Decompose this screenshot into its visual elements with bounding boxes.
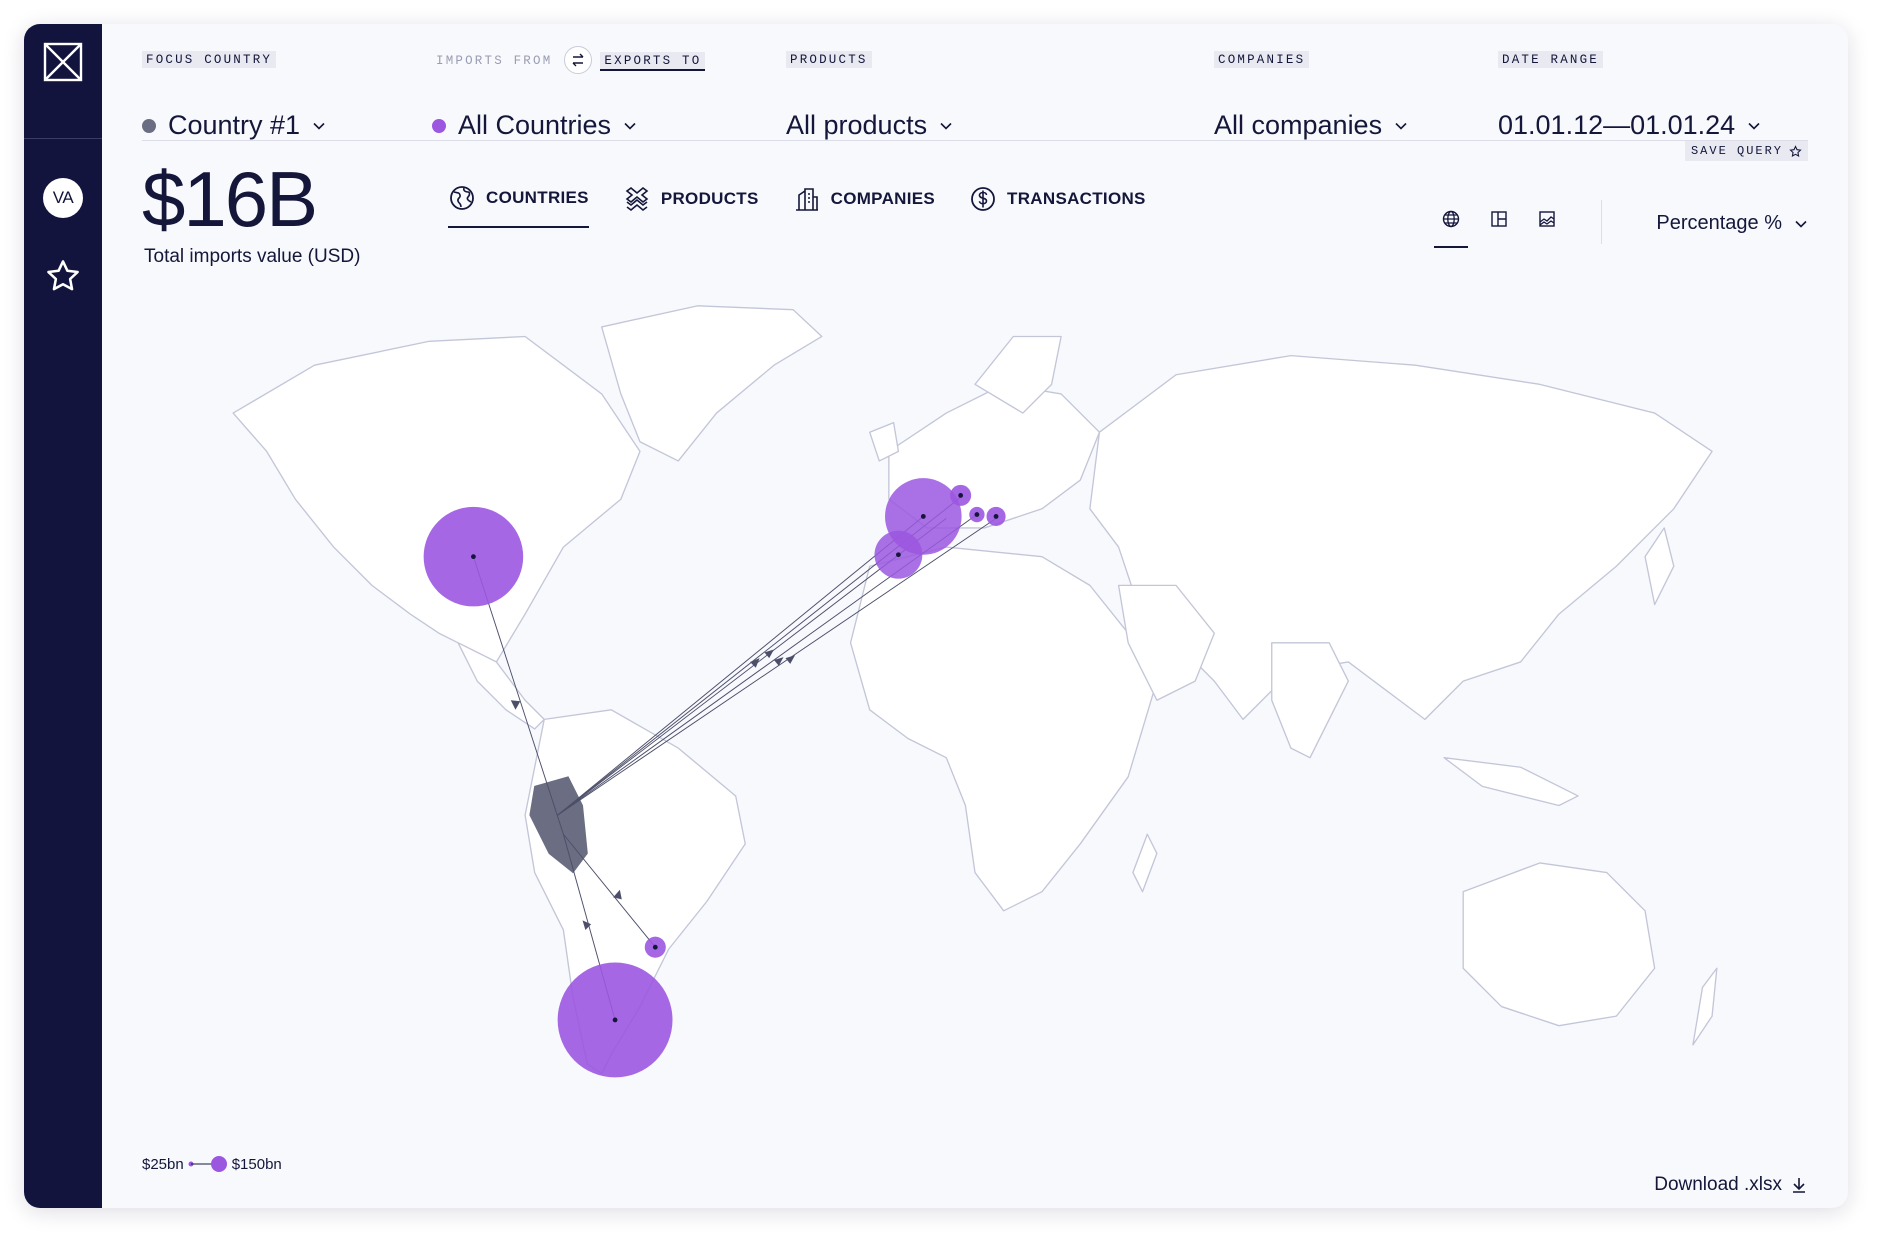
products-select[interactable]: All products [786, 110, 953, 141]
flow-arrow-2 [613, 889, 622, 900]
avatar[interactable]: VA [43, 178, 83, 218]
tab-countries[interactable]: COUNTRIES [448, 184, 589, 228]
flow-arrow-7 [785, 655, 796, 664]
direction-countries-select[interactable]: All Countries [432, 110, 637, 141]
chevron-down-icon [313, 122, 325, 130]
download-xlsx-button[interactable]: Download .xlsx [1654, 1174, 1808, 1196]
star-icon [1789, 144, 1802, 157]
exports-to-toggle[interactable]: EXPORTS TO [600, 52, 706, 72]
save-query-label: SAVE QUERY [1690, 144, 1783, 158]
header-divider [142, 140, 1808, 141]
map-india [1271, 642, 1349, 759]
globe-view-button[interactable] [1434, 208, 1468, 248]
focus-country-select[interactable]: Country #1 [142, 110, 326, 141]
map-greenland [601, 305, 823, 462]
chevron-down-icon [940, 122, 952, 130]
legend-min: $25bn [142, 1155, 184, 1173]
swap-arrows-icon [572, 53, 584, 67]
view-mode-buttons [1434, 208, 1564, 248]
app-window: VA FOCUS COUNTRY Country #1 IMPORTS FROM… [24, 24, 1848, 1208]
imports-from-toggle[interactable]: IMPORTS FROM [436, 54, 553, 69]
map-madagascar [1132, 833, 1158, 893]
focus-country-value: Country #1 [168, 110, 301, 140]
logo-icon[interactable] [43, 42, 83, 82]
focus-country-dot [142, 118, 156, 133]
download-icon [1793, 1178, 1805, 1193]
countries-dot [432, 118, 446, 133]
download-label: Download .xlsx [1654, 1174, 1782, 1195]
flow-arrow-5 [764, 649, 774, 659]
chevron-down-icon [1795, 220, 1807, 228]
globe-view-icon [1442, 210, 1460, 228]
save-query-button[interactable]: SAVE QUERY [1684, 141, 1808, 161]
focus-country-label: FOCUS COUNTRY [142, 51, 277, 68]
chevron-down-icon [1395, 122, 1407, 130]
building-icon [795, 188, 818, 211]
main-panel: FOCUS COUNTRY Country #1 IMPORTS FROM EXP… [102, 24, 1848, 1208]
total-value-label: Total imports value (USD) [144, 246, 361, 267]
tab-products-label: PRODUCTS [660, 189, 759, 208]
grid-view-button[interactable] [1482, 208, 1516, 248]
flow-arrow-3 [582, 920, 592, 930]
swap-direction-button[interactable] [564, 46, 593, 74]
map-scandinavia [974, 335, 1062, 414]
world-map [232, 305, 1718, 1078]
companies-label: COMPANIES [1214, 51, 1310, 68]
direction-countries-value: All Countries [458, 110, 612, 140]
view-tabs: COUNTRIES PRODUCTS COMPANIES TRANSACTION… [448, 184, 1146, 228]
tab-transactions[interactable]: TRANSACTIONS [969, 184, 1146, 228]
map-focus-country [529, 776, 588, 874]
products-value: All products [786, 110, 928, 140]
map-uk [869, 421, 900, 462]
legend-scale-icon [188, 1156, 227, 1172]
sidebar: VA [24, 24, 102, 1208]
metric-select[interactable]: Percentage % [1656, 212, 1808, 235]
flow-line-europe-1 [557, 516, 924, 816]
tab-transactions-label: TRANSACTIONS [1007, 189, 1146, 208]
products-filter: PRODUCTS All products [786, 50, 952, 140]
map-indonesia [1443, 757, 1579, 807]
dollar-icon [971, 187, 995, 211]
companies-select[interactable]: All companies [1214, 110, 1408, 141]
map-north-america [232, 335, 641, 663]
products-label: PRODUCTS [786, 51, 872, 68]
tab-products[interactable]: PRODUCTS [623, 184, 759, 228]
map-africa [849, 546, 1158, 912]
globe-icon [450, 186, 474, 210]
tab-companies-label: COMPANIES [830, 189, 936, 208]
focus-country-filter: FOCUS COUNTRY Country #1 [142, 50, 325, 140]
direction-filter: IMPORTS FROM EXPORTS TO All Countries [432, 46, 706, 140]
products-icon [625, 186, 649, 212]
chevron-down-icon [624, 122, 636, 130]
flow-arrow-1 [510, 700, 521, 710]
sidebar-divider [24, 138, 102, 139]
map-australia [1462, 862, 1656, 1027]
flow-line-south-east [563, 833, 656, 948]
flow-line-europe-5 [557, 517, 997, 816]
companies-value: All companies [1214, 110, 1383, 140]
date-range-label: DATE RANGE [1498, 51, 1604, 68]
map-japan [1644, 527, 1675, 606]
grid-view-icon [1491, 211, 1507, 227]
map-arabia [1117, 584, 1215, 701]
favorites-star-icon[interactable] [44, 257, 82, 295]
companies-filter: COMPANIES All companies [1214, 50, 1407, 140]
total-value: $16B [142, 155, 318, 243]
bubble-size-legend: $25bn $150bn [142, 1154, 282, 1174]
metric-select-value: Percentage % [1656, 212, 1782, 234]
date-range-value: 01.01.12—01.01.24 [1498, 110, 1736, 140]
area-chart-view-button[interactable] [1530, 208, 1564, 248]
flow-arrow-6 [773, 657, 784, 666]
tab-countries-label: COUNTRIES [486, 188, 589, 207]
flow-arrow-4 [750, 658, 760, 668]
area-chart-view-icon [1539, 211, 1555, 227]
chevron-down-icon [1748, 122, 1760, 130]
tab-companies[interactable]: COMPANIES [793, 184, 935, 228]
map-new-zealand [1692, 967, 1718, 1046]
date-range-filter: DATE RANGE 01.01.12—01.01.24 [1498, 50, 1760, 140]
date-range-select[interactable]: 01.01.12—01.01.24 [1498, 110, 1761, 141]
view-divider [1601, 200, 1602, 244]
legend-max: $150bn [231, 1155, 282, 1173]
